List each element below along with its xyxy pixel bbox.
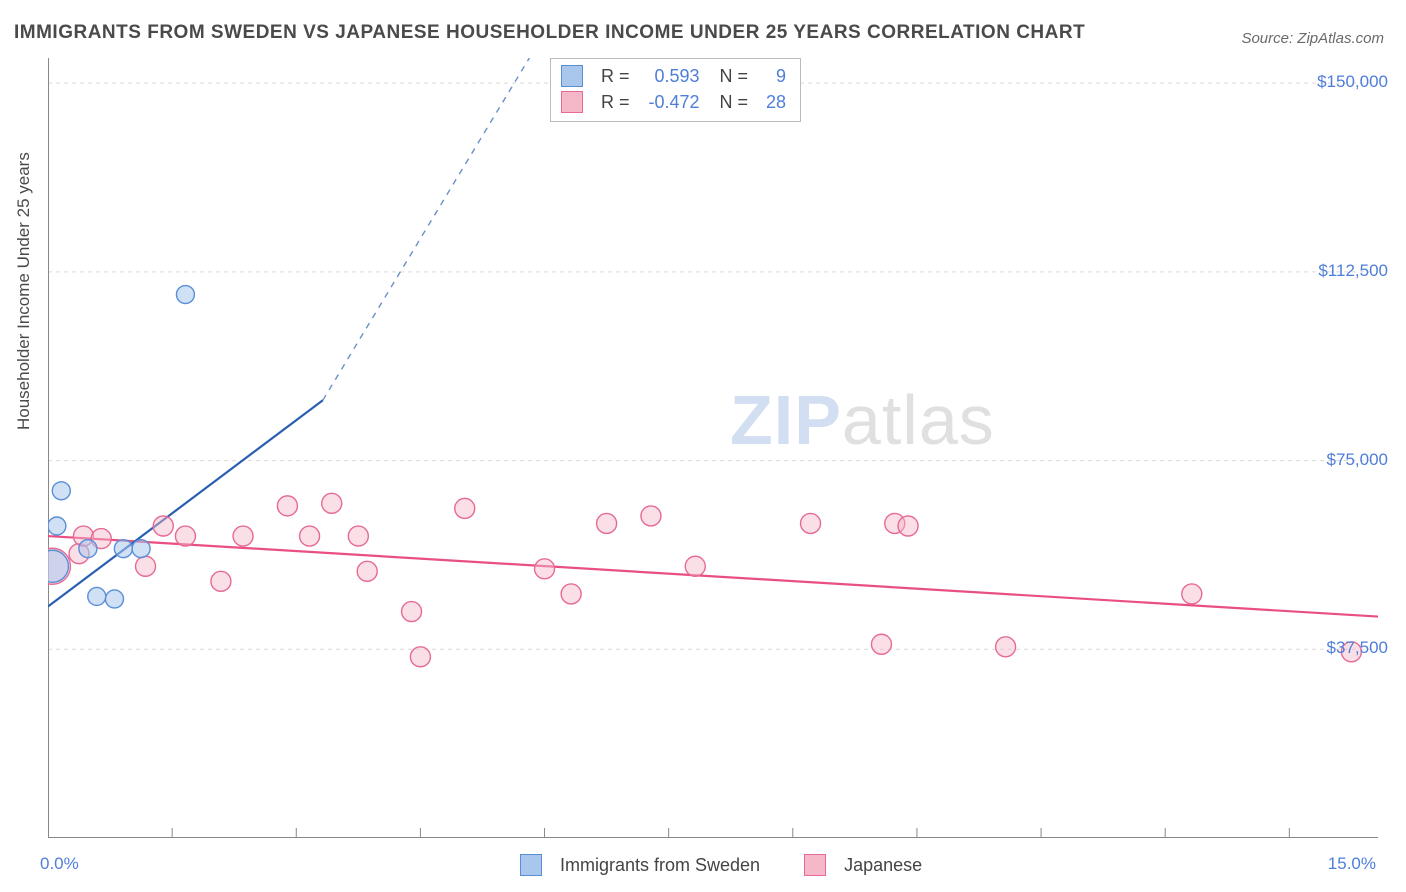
ytick-1: $75,000 bbox=[1327, 450, 1388, 470]
legend-label-sweden: Immigrants from Sweden bbox=[560, 855, 760, 876]
plot-area bbox=[48, 58, 1378, 838]
r-label-1: R = bbox=[601, 89, 630, 115]
chart-container: IMMIGRANTS FROM SWEDEN VS JAPANESE HOUSE… bbox=[0, 0, 1406, 892]
xtick-right: 15.0% bbox=[1328, 854, 1376, 874]
legend-item-sweden: Immigrants from Sweden bbox=[520, 854, 760, 876]
swatch-japanese bbox=[561, 91, 583, 113]
correlation-box: R = 0.593 N = 9 R = -0.472 N = 28 bbox=[550, 58, 801, 122]
xtick-left: 0.0% bbox=[40, 854, 79, 874]
r-value-0: 0.593 bbox=[640, 63, 700, 89]
legend-item-japanese: Japanese bbox=[804, 854, 922, 876]
legend-label-japanese: Japanese bbox=[844, 855, 922, 876]
swatch-sweden bbox=[561, 65, 583, 87]
legend-swatch-sweden bbox=[520, 854, 542, 876]
chart-title: IMMIGRANTS FROM SWEDEN VS JAPANESE HOUSE… bbox=[14, 22, 1085, 44]
n-label-0: N = bbox=[710, 63, 749, 89]
n-label-1: N = bbox=[710, 89, 749, 115]
source-label: Source: ZipAtlas.com bbox=[1241, 30, 1384, 47]
correlation-row-1: R = -0.472 N = 28 bbox=[561, 89, 786, 115]
y-axis-label: Householder Income Under 25 years bbox=[14, 152, 34, 430]
legend-swatch-japanese bbox=[804, 854, 826, 876]
bottom-legend: Immigrants from Sweden Japanese bbox=[520, 854, 922, 876]
correlation-row-0: R = 0.593 N = 9 bbox=[561, 63, 786, 89]
ytick-0: $37,500 bbox=[1327, 638, 1388, 658]
r-label-0: R = bbox=[601, 63, 630, 89]
ytick-3: $150,000 bbox=[1317, 72, 1388, 92]
r-value-1: -0.472 bbox=[640, 89, 700, 115]
n-value-0: 9 bbox=[758, 63, 786, 89]
n-value-1: 28 bbox=[758, 89, 786, 115]
ytick-2: $112,500 bbox=[1318, 261, 1388, 281]
